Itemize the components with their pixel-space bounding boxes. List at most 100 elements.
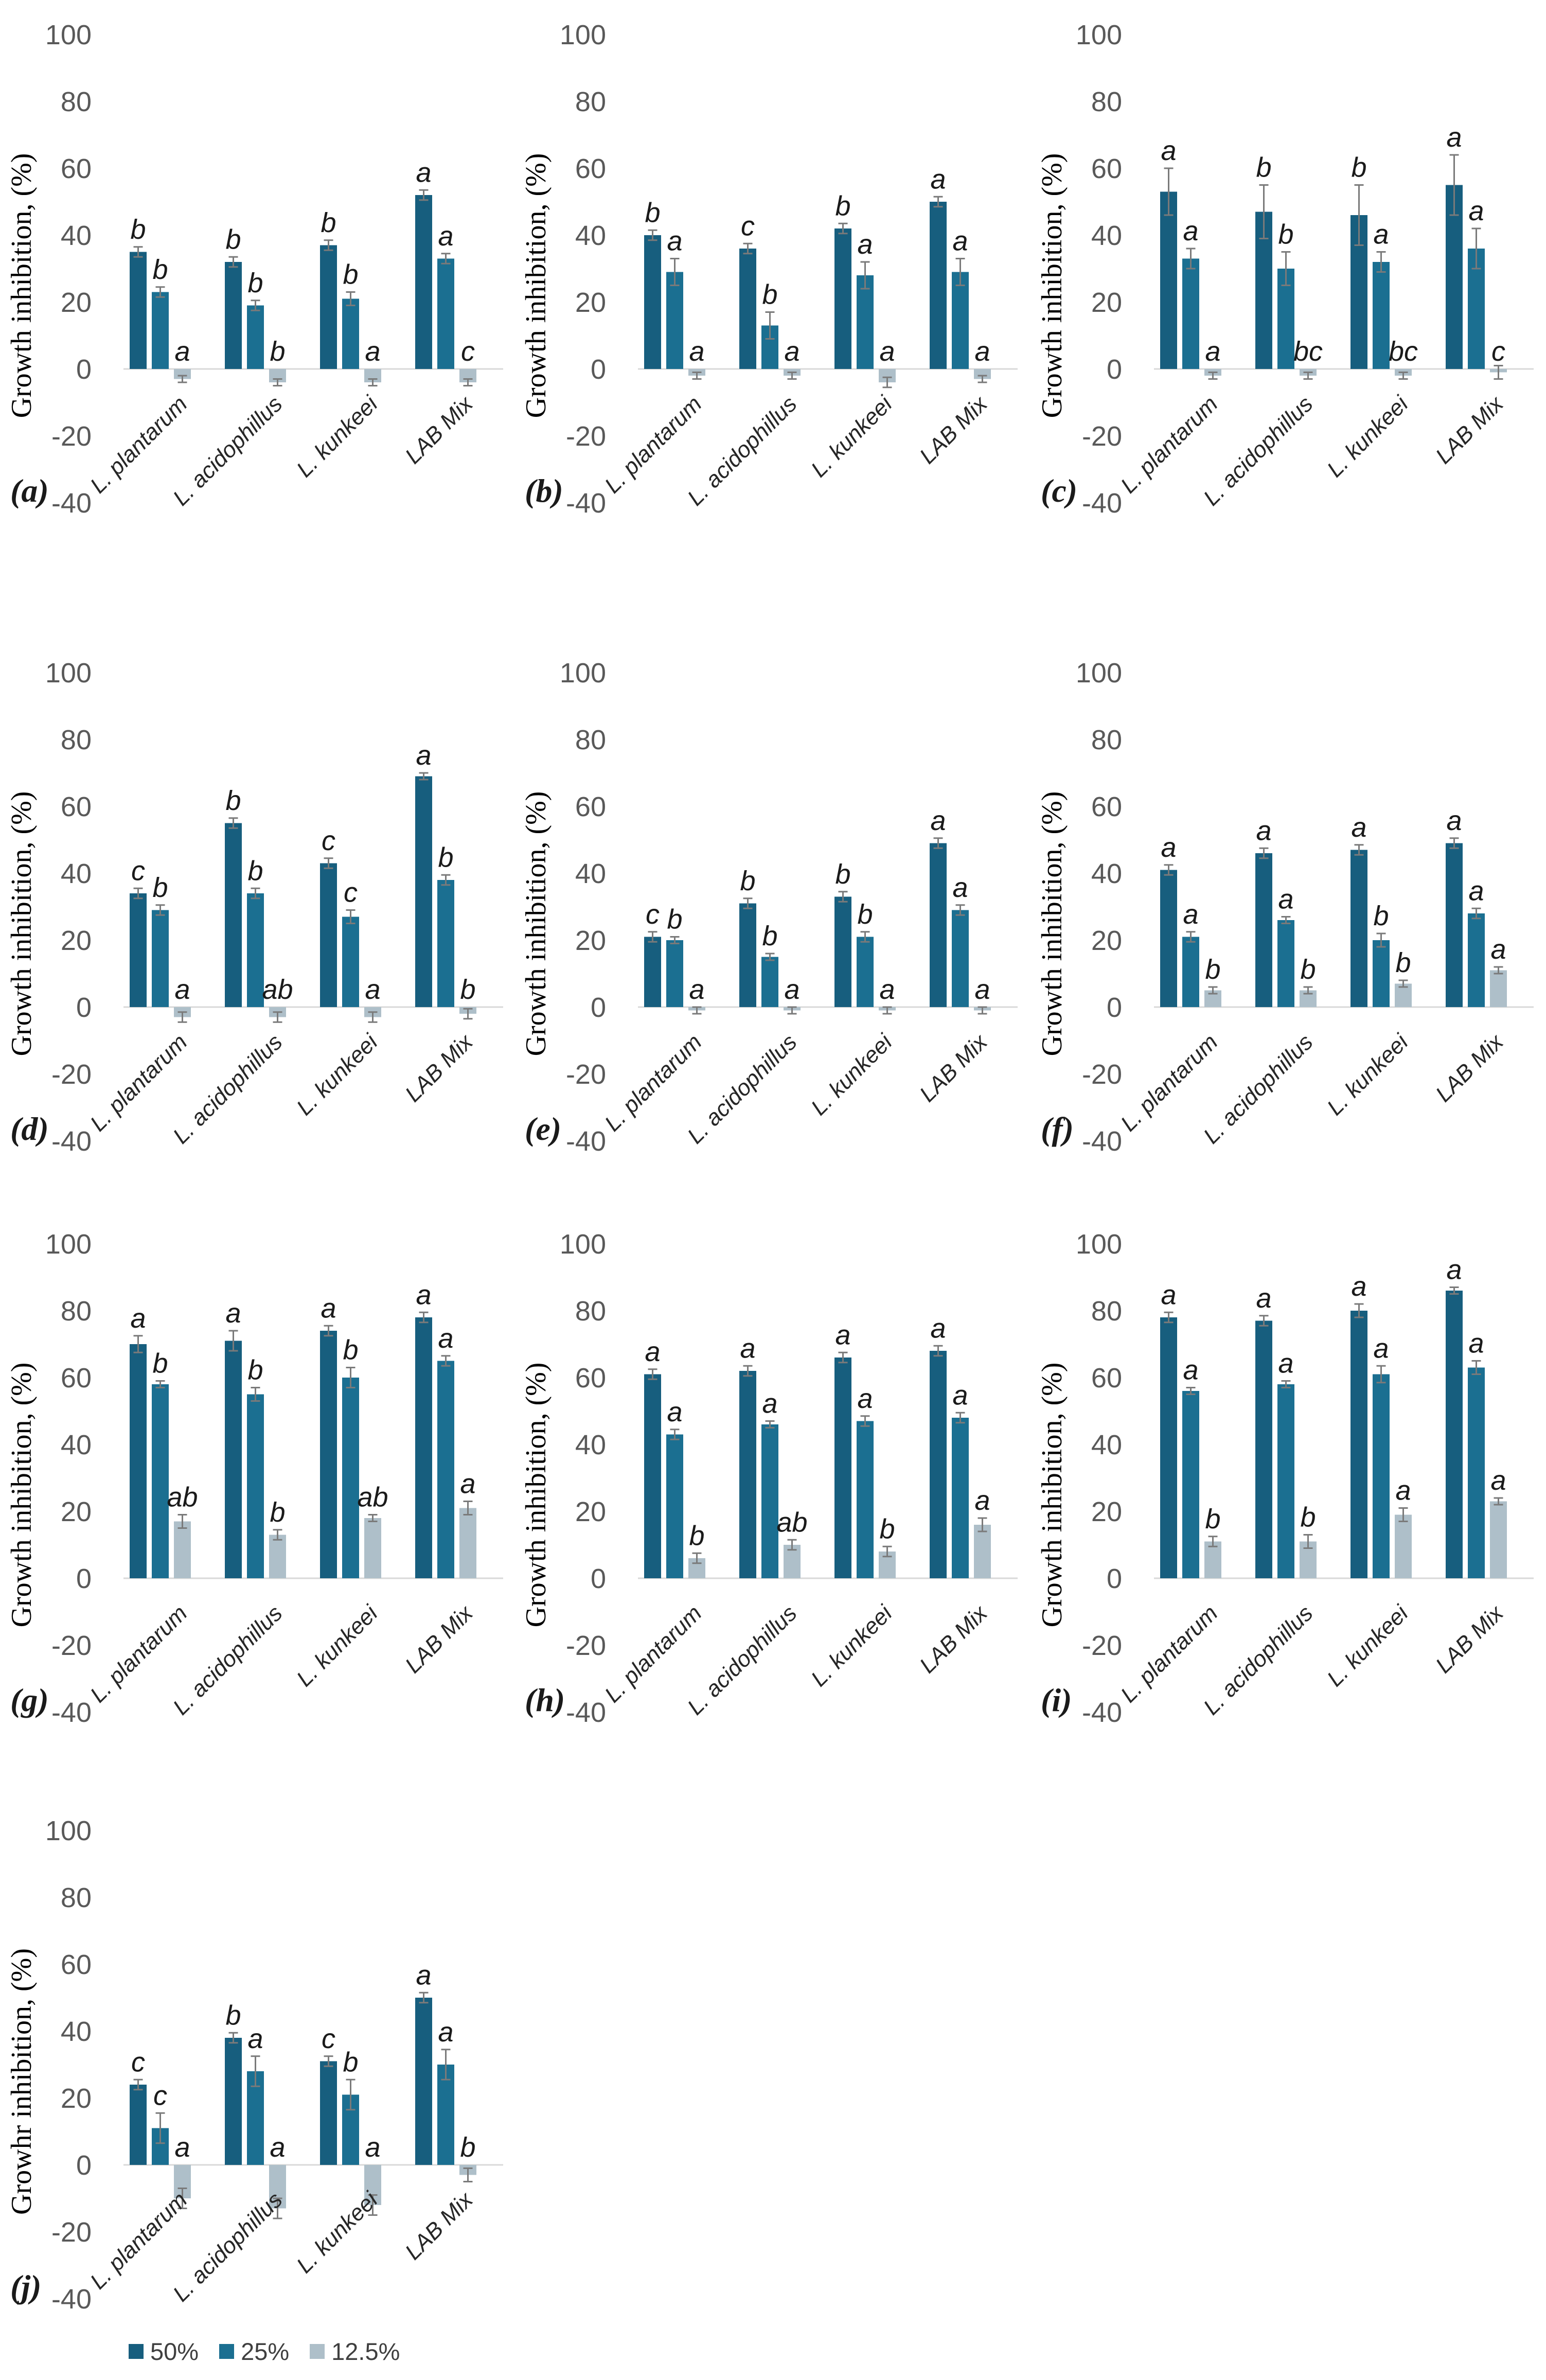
bar-25%-l-acidophillus: [761, 1424, 778, 1578]
sig-letter: a: [130, 1303, 146, 1334]
sig-letter: b: [762, 921, 777, 951]
sig-letter: a: [416, 1960, 431, 1990]
y-tick-label: -20: [566, 421, 606, 452]
sig-letter: a: [784, 336, 799, 367]
sig-letter: b: [1278, 219, 1293, 250]
sig-letter: a: [1446, 122, 1462, 153]
chart-g-canvas: 100 80 60 40 20 0 -20 -40 Growth inhibition, (%)…: [6, 1229, 503, 1728]
y-tick-label: 100: [560, 1229, 606, 1260]
sig-letter: a: [1256, 1283, 1271, 1314]
bar-50%-lab-mix: [1446, 1291, 1463, 1578]
y-tick-label: -40: [1082, 1697, 1122, 1728]
panel-label: (f): [1041, 1110, 1074, 1147]
sig-letter: b: [667, 904, 682, 935]
panel-label: (j): [10, 2268, 41, 2305]
bar-50%-l-plantarum: [644, 937, 661, 1007]
x-category-label: LAB Mix: [915, 391, 993, 469]
bar-25%-l-acidophillus: [247, 1394, 264, 1578]
y-tick-label: -20: [1082, 1059, 1122, 1090]
sig-letter: b: [152, 1348, 168, 1379]
sig-letter: a: [784, 974, 799, 1005]
y-tick-label: -40: [51, 1126, 92, 1157]
bar-12.5%-l-plantarum: [174, 1521, 191, 1578]
x-category-label: L. plantarum: [85, 2187, 192, 2294]
bar-50%-l-acidophillus: [225, 1341, 242, 1578]
bar-25%-l-plantarum: [152, 1384, 169, 1578]
sig-letter: b: [247, 1355, 263, 1386]
y-axis-label: Growth inhibition, (%): [1036, 791, 1068, 1056]
x-category-label: L. kunkeei: [1322, 1600, 1413, 1691]
bar-25%-lab-mix: [437, 1361, 454, 1578]
panel-label: (c): [1041, 472, 1077, 509]
bar-50%-l-plantarum: [644, 235, 661, 369]
chart-panel-f: 100 80 60 40 20 0 -20 -40 Growth inhibition, (%)…: [1030, 638, 1546, 1189]
panel-label: (a): [10, 472, 49, 509]
sig-letter: b: [835, 190, 850, 221]
y-tick-label: 60: [1091, 1363, 1122, 1394]
bar-12.5%-l-kunkeei: [1395, 1514, 1412, 1578]
sig-letter: b: [1205, 954, 1220, 985]
x-category-label: LAB Mix: [400, 1600, 478, 1678]
legend-label-25: 25%: [241, 2338, 290, 2365]
x-category-label: L. plantarum: [1116, 1600, 1223, 1707]
y-tick-label: 20: [1091, 1496, 1122, 1527]
bar-25%-l-kunkeei: [342, 1378, 359, 1578]
legend: 50% 25% 12.5%: [129, 2339, 400, 2364]
y-tick-label: 40: [575, 858, 606, 889]
panel-label: (e): [525, 1110, 561, 1147]
sig-letter: a: [365, 336, 380, 367]
sig-letter: a: [174, 974, 190, 1005]
y-tick-label: 0: [1107, 1563, 1122, 1594]
chart-b-canvas: 100 80 60 40 20 0 -20 -40 Growth inhibition, (%)…: [520, 20, 1018, 519]
bar-25%-l-plantarum: [152, 910, 169, 1007]
chart-h-canvas: 100 80 60 40 20 0 -20 -40 Growth inhibition, (%)…: [520, 1229, 1018, 1728]
y-tick-label: -40: [1082, 1126, 1122, 1157]
sig-letter: a: [1161, 135, 1176, 166]
chart-panel-j: 100 80 60 40 20 0 -20 -40 Growhr inhibition, (%)…: [0, 1796, 516, 2347]
legend-label-12-5: 12.5%: [331, 2338, 400, 2365]
bar-25%-l-kunkeei: [342, 298, 359, 369]
y-tick-label: 80: [61, 86, 92, 117]
y-tick-label: 100: [560, 20, 606, 50]
y-axis-label: Growth inhibition, (%): [6, 1363, 38, 1628]
y-tick-label: 80: [575, 86, 606, 117]
sig-letter: a: [952, 226, 968, 257]
y-axis-label: Growhr inhibition, (%): [6, 1948, 38, 2215]
bar-25%-lab-mix: [437, 2065, 454, 2165]
y-tick-label: 60: [575, 153, 606, 184]
sig-letter: b: [460, 2132, 475, 2163]
y-axis-label: Growth inhibition, (%): [1036, 153, 1068, 418]
x-category-label: LAB Mix: [915, 1029, 993, 1107]
sig-letter: a: [952, 872, 968, 903]
chart-c-canvas: 100 80 60 40 20 0 -20 -40 Growth inhibition, (%)…: [1036, 20, 1534, 519]
sig-letter: b: [130, 214, 146, 245]
legend-label-50: 50%: [150, 2338, 199, 2365]
y-tick-label: 60: [1091, 791, 1122, 822]
bar-50%-lab-mix: [930, 843, 947, 1007]
y-tick-label: 40: [1091, 220, 1122, 251]
bar-50%-l-acidophillus: [739, 249, 756, 369]
y-tick-label: -40: [1082, 488, 1122, 519]
bar-25%-l-kunkeei: [342, 916, 359, 1007]
sig-letter: a: [416, 1279, 431, 1310]
x-category-label: LAB Mix: [915, 1600, 993, 1678]
y-tick-label: -20: [566, 1630, 606, 1661]
y-tick-label: -20: [566, 1059, 606, 1090]
sig-letter: b: [152, 254, 168, 285]
sig-letter: a: [1446, 805, 1462, 836]
y-axis-label: Growth inhibition, (%): [520, 153, 552, 418]
sig-letter: a: [1161, 1279, 1176, 1310]
x-category-label: LAB Mix: [400, 1029, 478, 1107]
sig-letter: b: [460, 974, 475, 1005]
x-category-label: LAB Mix: [400, 2187, 478, 2265]
bar-50%-lab-mix: [415, 1317, 432, 1578]
x-category-label: L. kunkeei: [1322, 1029, 1413, 1120]
chart-panel-c: 100 80 60 40 20 0 -20 -40 Growth inhibition, (%)…: [1030, 0, 1546, 551]
bar-25%-l-plantarum: [666, 272, 683, 369]
sig-letter: a: [689, 336, 704, 367]
sig-letter: a: [1351, 812, 1366, 843]
bar-50%-l-plantarum: [130, 2085, 147, 2165]
sig-letter: b: [1300, 1502, 1316, 1533]
bar-12.5%-l-kunkeei: [364, 1518, 381, 1578]
bar-50%-l-acidophillus: [225, 262, 242, 369]
